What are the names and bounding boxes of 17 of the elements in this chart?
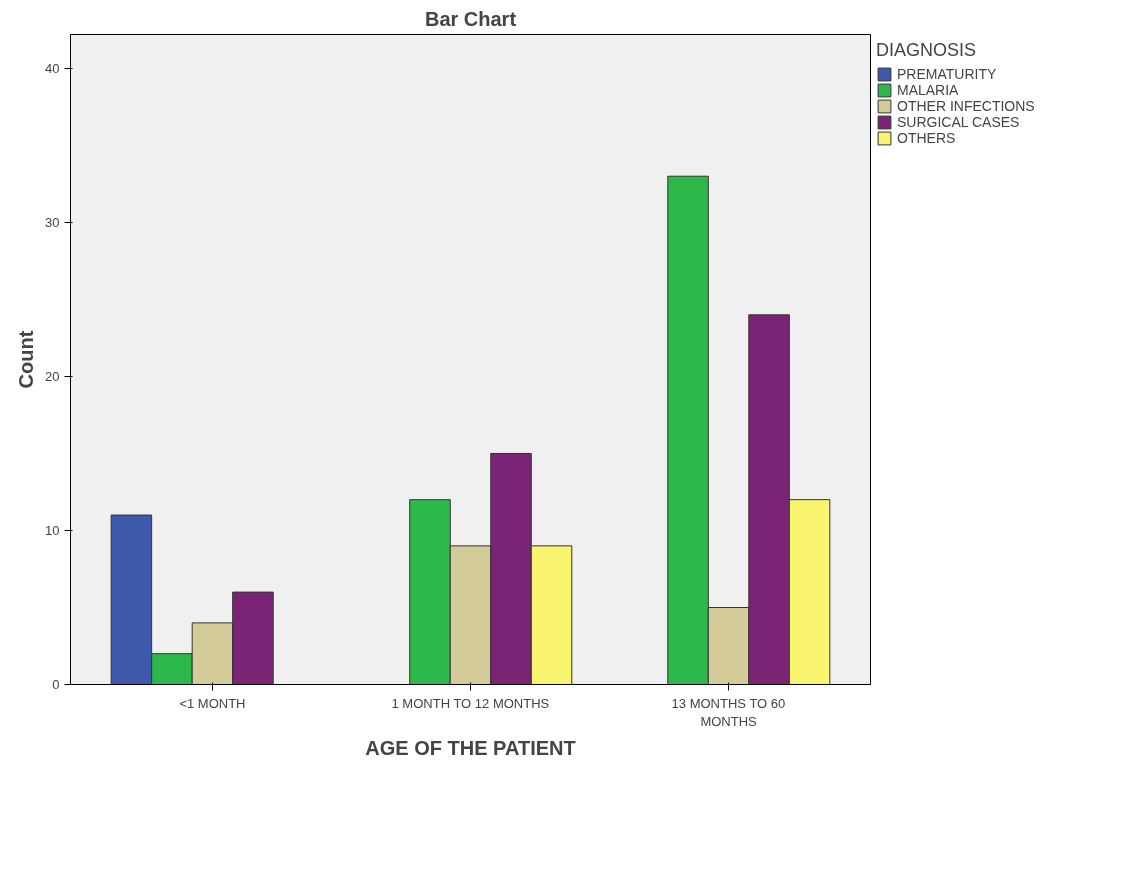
chart-title: Bar Chart — [424, 7, 517, 30]
x-axis-title: AGE OF THE PATIENT — [365, 736, 576, 759]
x-tick-label: <1 MONTH — [179, 695, 246, 711]
y-axis-title: Count — [15, 330, 38, 389]
y-tick-label: 0 — [52, 677, 60, 692]
legend-label: OTHER INFECTIONS — [897, 98, 1035, 114]
x-tick-label: 1 MONTH TO 12 MONTHS — [391, 695, 550, 711]
y-tick-label: 20 — [45, 368, 60, 384]
legend-title: DIAGNOSIS — [876, 40, 978, 61]
y-tick-label: 40 — [45, 60, 60, 76]
legend-label: MALARIA — [897, 82, 959, 98]
x-tick-label: 13 MONTHS TO 60 MONTHS — [671, 695, 786, 729]
legend-label: SURGICAL CASES — [897, 114, 1020, 130]
y-tick-label: 10 — [45, 522, 60, 538]
legend-label: PREMATURITY — [897, 66, 997, 82]
y-tick-label: 30 — [45, 214, 60, 230]
legend-label: OTHERS — [897, 130, 956, 146]
